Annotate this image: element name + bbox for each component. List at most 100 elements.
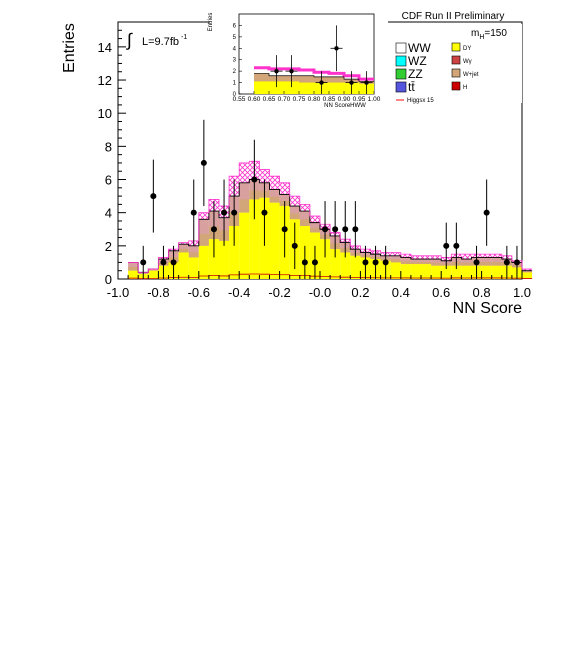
dy-bin (451, 265, 462, 279)
data-point (261, 209, 268, 216)
other-bkg-bin (522, 270, 533, 273)
y-tick-label: 6 (105, 173, 112, 188)
inset-data-point (319, 80, 324, 85)
data-point (372, 259, 379, 266)
signal-hatch-bin (410, 255, 421, 260)
other-bkg-bin (309, 222, 320, 233)
y-tick-label: 2 (105, 239, 112, 254)
wjet-bin (481, 262, 492, 266)
inset-y-tick-label: 3 (233, 58, 237, 64)
x-tick-label: 0.4 (392, 285, 410, 300)
inset-data-point (334, 46, 339, 51)
legend-label: W+jet (463, 72, 479, 78)
x-tick-label: -0.6 (188, 285, 210, 300)
x-tick-label: -0.4 (228, 285, 250, 300)
other-bkg-bin (178, 244, 189, 253)
dy-bin (350, 255, 361, 279)
x-tick-label: -0.8 (147, 285, 169, 300)
inset-y-axis-label: Entries (208, 13, 214, 32)
other-bkg-bin (481, 257, 492, 266)
y-tick-label: 10 (98, 106, 112, 121)
wjet-bin (491, 262, 502, 266)
signal-hatch-bin (259, 169, 270, 183)
other-bkg-bin (421, 259, 432, 265)
legend-swatch (395, 42, 407, 54)
other-bkg-bin (269, 189, 280, 203)
wjet-bin (188, 252, 199, 258)
x-tick-label: -1.0 (107, 285, 129, 300)
wjet-bin (400, 261, 411, 265)
dy-bin (320, 239, 331, 279)
data-point (281, 226, 288, 233)
luminosity-label: ∫ L=9.7fb -1 (118, 21, 196, 50)
inset-dy-bin (299, 82, 314, 94)
luminosity-superscript: -1 (181, 34, 187, 41)
signal-hatch-bin (279, 182, 290, 195)
legend-swatch (395, 68, 407, 80)
x-tick-label: 0.6 (432, 285, 450, 300)
data-point (221, 209, 228, 216)
inset-y-tick-label: 2 (233, 69, 237, 75)
y-tick-label: 4 (105, 206, 112, 221)
data-point (382, 259, 389, 266)
dy-bin (491, 265, 502, 279)
dy-bin (441, 265, 452, 279)
dy-bin (390, 262, 401, 279)
inset-x-tick-label: 0.85 (323, 96, 336, 103)
wjet-bin (299, 219, 310, 226)
luminosity-text: L=9.7fb (142, 36, 179, 48)
inset-data-point (289, 68, 294, 74)
legend-swatch (451, 55, 461, 65)
y-axis-label: Entries (61, 23, 78, 73)
legend-swatch (451, 42, 461, 52)
signal-hatch-bin (309, 215, 320, 223)
inset-x-tick-label: 0.60 (248, 96, 261, 103)
signal-outline (128, 160, 533, 273)
signal-hatch-bin (461, 254, 472, 260)
data-point (291, 242, 298, 249)
legend-label: WW (408, 41, 431, 55)
dy-bin (128, 270, 139, 279)
inset-dy-bin (284, 81, 299, 94)
wjet-bin (410, 261, 421, 265)
title-box: CDF Run II Preliminary (390, 9, 517, 23)
legend-label: DY (463, 46, 471, 52)
wjet-bin (309, 228, 320, 233)
other-bkg-bin (299, 211, 310, 226)
data-point (473, 259, 480, 266)
legend-swatch (395, 81, 407, 93)
inset-data-point (274, 68, 279, 74)
legend: mH=150 WW DY WZ Wγ ZZ W+jet tt̄ H Higgsx 15 (391, 24, 522, 104)
dy-bin (522, 272, 533, 279)
other-bkg-bin (410, 259, 421, 265)
legend-label: Higgsx 15 (407, 98, 434, 104)
y-tick-label: 12 (98, 73, 112, 88)
other-bkg-bin (239, 182, 250, 213)
wjet-bin (198, 233, 209, 246)
data-point (251, 176, 258, 183)
wjet-bin (269, 196, 280, 203)
x-tick-label: 0.8 (473, 285, 491, 300)
other-bkg-bin (279, 194, 290, 207)
inset-x-tick-label: 0.75 (293, 96, 306, 103)
legend-label: tt̄ (408, 80, 415, 94)
legend-swatch (451, 81, 461, 91)
wjet-bin (421, 261, 432, 265)
wjet-bin (522, 271, 533, 273)
wjet-bin (390, 259, 401, 263)
inset-y-tick-label: 4 (233, 46, 237, 52)
dy-bin (249, 199, 260, 279)
dy-bin (410, 264, 421, 279)
data-point (190, 209, 197, 216)
signal-hatch-bin (390, 252, 401, 256)
data-point (322, 226, 329, 233)
x-axis-label: NN Score (453, 300, 522, 317)
dy-bin (239, 212, 250, 279)
dy-bin (400, 264, 411, 279)
dy-bin (219, 240, 230, 279)
legend-label: WZ (408, 54, 427, 68)
inset-data-point (364, 80, 369, 85)
x-tick-label: -0.0 (309, 285, 331, 300)
inset-y-tick-label: 6 (233, 23, 237, 29)
